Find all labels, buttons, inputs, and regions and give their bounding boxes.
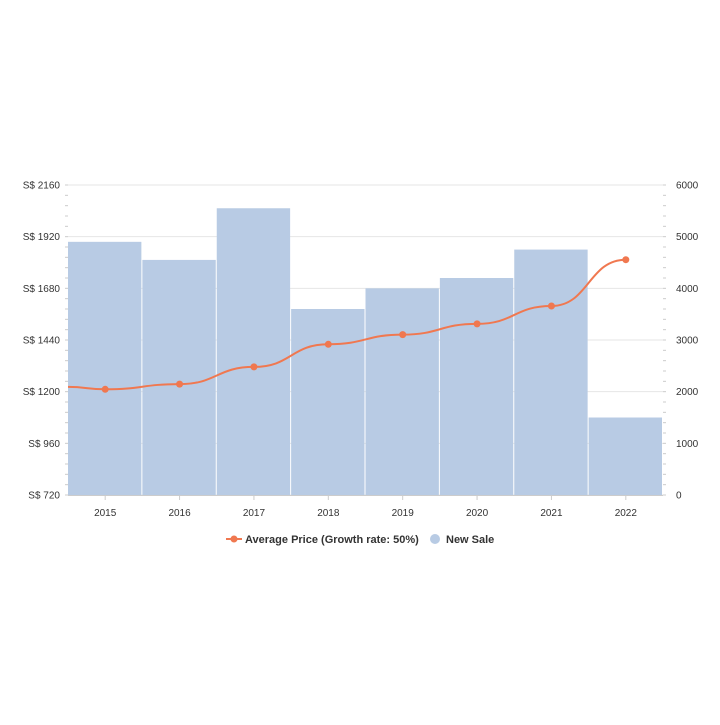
line-series-average-price (67, 256, 630, 393)
average-price-point-2019 (399, 331, 407, 339)
average-price-point-2020 (473, 320, 481, 328)
left-axis-tick-label: S$ 1680 (23, 284, 61, 295)
average-price-point-2015 (101, 385, 109, 393)
average-price-point-2016 (176, 380, 184, 388)
average-price-point-2022 (622, 256, 630, 264)
x-axis-tick-label: 2019 (392, 508, 415, 519)
bar-2018 (291, 309, 365, 495)
legend-label-new-sale: New Sale (446, 534, 494, 546)
legend-bar-swatch (430, 534, 440, 544)
x-axis-tick-label: 2015 (94, 508, 117, 519)
bar-2022 (588, 417, 662, 495)
x-axis-tick-label: 2021 (540, 508, 563, 519)
x-axis-tick-label: 2020 (466, 508, 489, 519)
right-axis-tick-label: 3000 (676, 336, 699, 347)
right-axis-tick-label: 1000 (676, 439, 699, 450)
legend: Average Price (Growth rate: 50%) New Sal… (226, 534, 494, 546)
average-price-point-2018 (324, 340, 332, 348)
x-axis-tick-label: 2022 (615, 508, 638, 519)
right-axis-tick-label: 4000 (676, 284, 699, 295)
bar-2021 (514, 249, 588, 495)
average-price-point-2021 (547, 302, 555, 310)
left-axis-tick-label: S$ 960 (28, 439, 60, 450)
right-axis-tick-label: 2000 (676, 387, 699, 398)
bar-2020 (439, 278, 514, 495)
left-axis-tick-label: S$ 720 (28, 491, 60, 502)
x-axis-tick-label: 2016 (168, 508, 191, 519)
right-axis-tick-label: 6000 (676, 181, 699, 192)
bar-2015 (68, 241, 142, 495)
average-price-line (67, 258, 626, 391)
x-axis-tick-label: 2018 (317, 508, 340, 519)
x-axis-tick-label: 2017 (243, 508, 266, 519)
bar-2017 (216, 208, 291, 495)
legend-label-average-price: Average Price (Growth rate: 50%) (245, 534, 419, 546)
right-axis-tick-label: 0 (676, 491, 682, 502)
axes: S$ 2160 S$ 1920 S$ 1680 S$ 1440 S$ 1200 S$ 96… (23, 181, 699, 520)
left-axis-tick-label: S$ 1200 (23, 387, 61, 398)
average-price-point-2017 (250, 363, 258, 371)
bar-series-new-sale (68, 208, 662, 495)
left-axis-tick-label: S$ 1920 (23, 232, 61, 243)
right-axis-tick-label: 5000 (676, 232, 699, 243)
bar-2019 (365, 288, 439, 495)
legend-line-marker (230, 535, 238, 543)
left-axis-tick-label: S$ 1440 (23, 336, 61, 347)
bar-2016 (142, 259, 216, 495)
left-axis-tick-label: S$ 2160 (23, 181, 61, 192)
